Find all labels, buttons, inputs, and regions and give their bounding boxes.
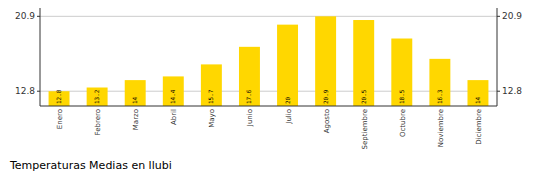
y-tick [37, 91, 40, 92]
x-tick-label: Noviembre [437, 109, 445, 147]
y-tick [37, 16, 40, 17]
bar [315, 16, 336, 106]
bar [163, 76, 184, 106]
x-tick-label: Junio [246, 109, 254, 127]
data-label: 15.7 [207, 89, 214, 104]
y2-tick-label: 12.8 [502, 86, 522, 96]
x-tick-label: Octubre [399, 109, 407, 137]
x-tick-label: Abril [170, 109, 178, 125]
data-label: 18.5 [398, 89, 405, 104]
y2-tick [497, 16, 500, 17]
bar [239, 47, 260, 106]
data-label: 20.5 [360, 89, 367, 104]
y-tick-label: 20.9 [15, 11, 35, 21]
x-tick-label: Agosto [323, 109, 331, 133]
data-label: 14 [131, 96, 138, 104]
data-label: 17.6 [245, 89, 252, 104]
bar [277, 25, 298, 106]
x-axis-line [40, 106, 497, 107]
x-tick-label: Septiembre [361, 109, 369, 149]
bar [125, 80, 146, 106]
y-tick-label: 12.8 [15, 86, 35, 96]
x-tick-label: Febrero [94, 109, 102, 135]
data-label: 16.3 [436, 89, 443, 104]
data-label: 14 [474, 96, 481, 104]
bar [391, 39, 412, 106]
title: Temperaturas Medias en llubi [9, 159, 172, 172]
grid-line [40, 16, 497, 17]
chart-container: 12.8 13.2 14 14.4 15.7 17.6 20 20.9 20.5 18.5 16.3… [0, 0, 537, 174]
data-label: 20.9 [322, 89, 329, 104]
data-label: 20 [284, 96, 291, 104]
x-tick-label: Marzo [132, 109, 140, 130]
y2-tick [497, 91, 500, 92]
x-tick-label: Mayo [208, 109, 216, 128]
data-label: 13.2 [93, 89, 100, 104]
data-label: 12.8 [55, 89, 62, 104]
bar [467, 80, 488, 106]
bar [429, 59, 450, 106]
bars [49, 16, 489, 106]
grid-line [40, 91, 497, 92]
data-label: 14.4 [169, 89, 176, 104]
bar [353, 20, 374, 106]
bar [201, 64, 222, 106]
bar [87, 88, 108, 106]
x-tick-label: Julio [285, 109, 293, 125]
chart-svg: 12.8 13.2 14 14.4 15.7 17.6 20 20.9 20.5 18.5 16.3… [0, 0, 537, 174]
x-tick-label: Diciembre [475, 109, 483, 145]
x-tick-label: Enero [56, 109, 64, 129]
y2-tick-label: 20.9 [502, 11, 522, 21]
